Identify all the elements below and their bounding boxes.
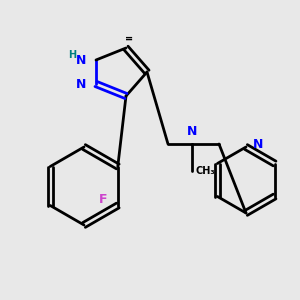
Text: CH₃: CH₃	[196, 166, 215, 176]
Text: N: N	[76, 53, 86, 67]
Text: N: N	[76, 77, 86, 91]
Text: H: H	[68, 50, 76, 61]
Text: F: F	[98, 193, 107, 206]
Text: N: N	[253, 137, 263, 151]
Text: =: =	[125, 34, 133, 44]
Text: N: N	[187, 125, 197, 139]
